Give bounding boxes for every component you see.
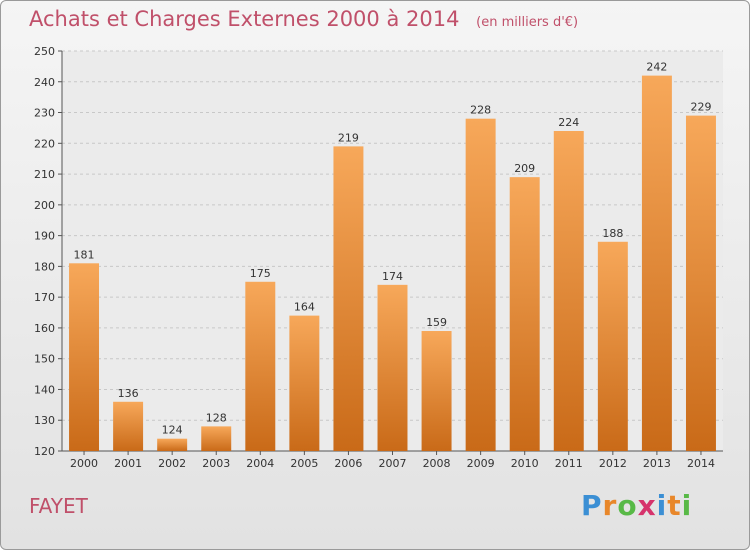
y-tick-label: 130 [34, 414, 55, 427]
bar-value-label: 128 [206, 411, 227, 424]
bar-value-label: 224 [558, 116, 579, 129]
logo-letter: P [581, 489, 603, 522]
bar [509, 177, 540, 451]
proxiti-logo: Proxiti [581, 489, 692, 522]
y-tick-label: 140 [34, 383, 55, 396]
bar-value-label: 174 [382, 270, 403, 283]
bar [377, 284, 408, 451]
y-tick-label: 220 [34, 137, 55, 150]
town-name: FAYET [29, 494, 88, 518]
x-tick-label: 2014 [687, 457, 715, 470]
x-tick-label: 2002 [158, 457, 186, 470]
bar-value-label: 181 [74, 248, 95, 261]
bar [113, 401, 144, 451]
bar-value-label: 209 [514, 162, 535, 175]
bars [69, 75, 716, 451]
y-tick-label: 190 [34, 230, 55, 243]
bar-value-label: 124 [162, 424, 183, 437]
bar [685, 115, 716, 451]
bar [465, 118, 496, 451]
bar-value-label: 136 [118, 387, 139, 400]
bar-value-label: 164 [294, 301, 315, 314]
y-tick-label: 230 [34, 107, 55, 120]
bar-value-label: 219 [338, 131, 359, 144]
chart-title-text: Achats et Charges Externes 2000 à 2014 [29, 7, 460, 31]
y-tick-label: 170 [34, 291, 55, 304]
logo-letter: o [617, 489, 638, 522]
x-tick-label: 2000 [70, 457, 98, 470]
bar-value-label: 242 [646, 61, 667, 74]
y-tick-label: 240 [34, 76, 55, 89]
bar-value-label: 229 [690, 101, 711, 114]
x-tick-label: 2008 [423, 457, 451, 470]
logo-letter: x [637, 489, 657, 522]
x-tick-label: 2006 [334, 457, 362, 470]
y-tick-label: 200 [34, 199, 55, 212]
bar [597, 241, 628, 451]
chart-title: Achats et Charges Externes 2000 à 2014 (… [29, 7, 578, 31]
bar [69, 263, 100, 451]
bar [245, 281, 276, 451]
bar-value-label: 188 [602, 227, 623, 240]
bar [333, 146, 364, 451]
bar [553, 131, 584, 451]
x-tick-label: 2001 [114, 457, 142, 470]
x-tick-label: 2011 [555, 457, 583, 470]
labels: 181 136 124 128 175 164 219 174 159 228 209 224 188 2… [74, 61, 712, 437]
chart-subtitle: (en milliers d'€) [476, 15, 579, 30]
bar [157, 438, 188, 451]
y-tick-label: 150 [34, 353, 55, 366]
x-tick-label: 2003 [202, 457, 230, 470]
bar [201, 426, 232, 451]
y-tick-label: 160 [34, 322, 55, 335]
bar-value-label: 175 [250, 267, 271, 280]
logo-letter: r [602, 489, 618, 522]
bar [641, 75, 672, 451]
y-tick-label: 250 [34, 45, 55, 58]
bar-value-label: 159 [426, 316, 447, 329]
x-tick-label: 2009 [467, 457, 495, 470]
bar [421, 331, 452, 451]
x-tick-label: 2004 [246, 457, 274, 470]
y-tick-label: 180 [34, 260, 55, 273]
logo-letter: i [656, 489, 668, 522]
x-tick-label: 2005 [290, 457, 318, 470]
y-tick-label: 210 [34, 168, 55, 181]
logo-letter: i [681, 489, 693, 522]
x-tick-label: 2012 [599, 457, 627, 470]
logo-letter: t [667, 489, 682, 522]
x-tick-label: 2010 [511, 457, 539, 470]
bar-value-label: 228 [470, 104, 491, 117]
y-tick-label: 120 [34, 445, 55, 458]
bar [289, 315, 320, 451]
x-tick-label: 2007 [379, 457, 407, 470]
x-tick-label: 2013 [643, 457, 671, 470]
